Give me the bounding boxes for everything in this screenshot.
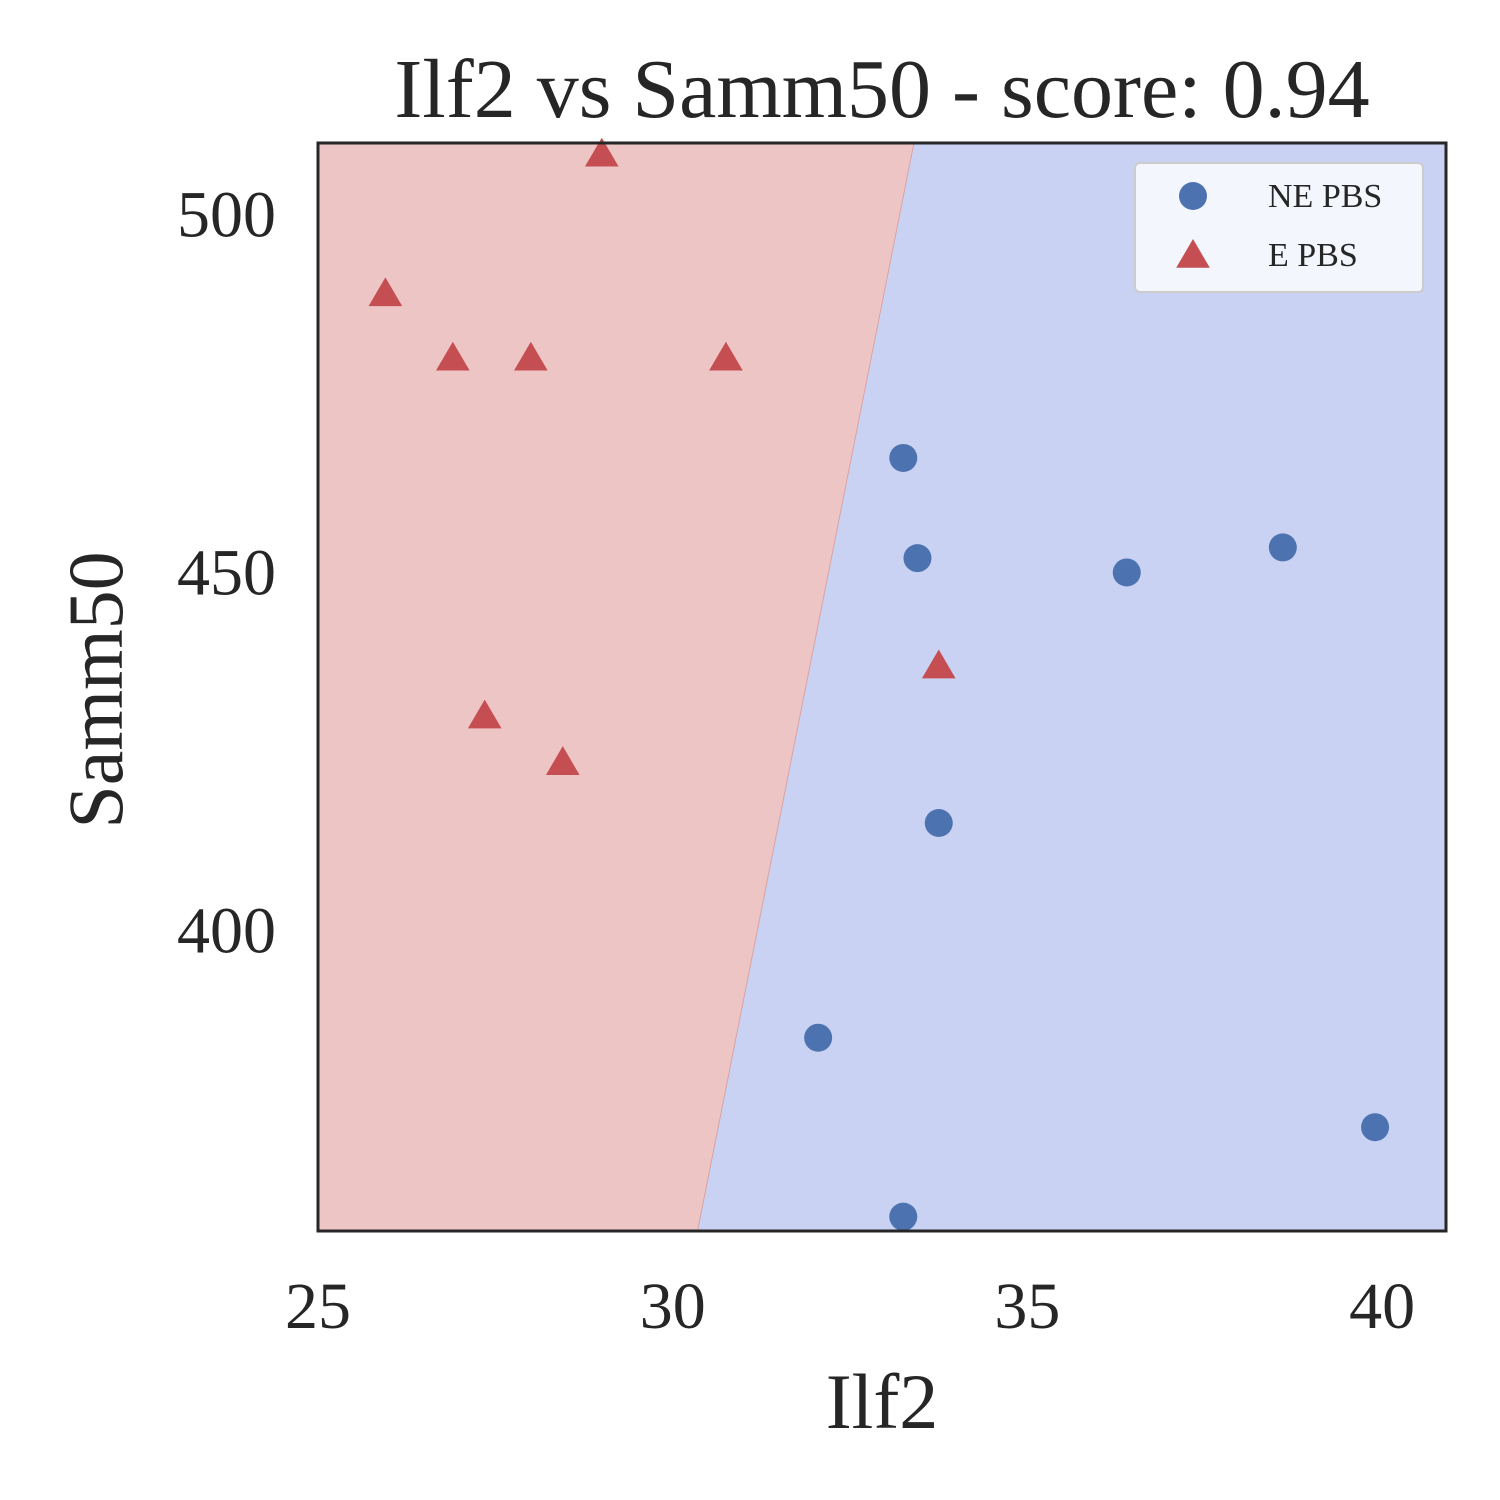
y-tick-label: 400 — [177, 894, 276, 967]
y-axis-label: Samm50 — [52, 551, 139, 828]
legend-label: NE PBS — [1268, 178, 1382, 215]
x-axis-label: Ilf2 — [826, 1358, 939, 1445]
decision-boundary-line — [697, 143, 915, 1231]
data-points — [368, 137, 1390, 1231]
legend-label: E PBS — [1268, 237, 1358, 274]
plot-frame — [316, 141, 1448, 1233]
x-tick-label: 30 — [640, 1270, 706, 1343]
legend-marker-ne-pbs — [1179, 182, 1207, 210]
point-ne-pbs — [1112, 558, 1141, 587]
x-axis-ticks: 25 30 35 40 — [285, 1270, 1415, 1343]
legend-box — [1134, 162, 1424, 293]
x-tick-label: 35 — [994, 1270, 1060, 1343]
region-e-pbs — [318, 143, 914, 1231]
point-e-pbs — [467, 699, 502, 729]
point-e-pbs — [368, 277, 403, 307]
point-e-pbs — [709, 341, 743, 371]
y-tick-label: 450 — [177, 536, 276, 609]
point-ne-pbs — [924, 809, 953, 837]
x-tick-label: 25 — [285, 1270, 351, 1343]
legend: NE PBS E PBS — [1134, 162, 1424, 293]
point-e-pbs — [435, 341, 470, 371]
decision-regions — [318, 143, 1446, 1231]
point-e-pbs — [584, 137, 619, 167]
x-tick-label: 40 — [1349, 1270, 1415, 1343]
legend-items: NE PBS E PBS — [1176, 178, 1382, 274]
y-tick-label: 500 — [177, 179, 276, 252]
point-e-pbs — [921, 649, 956, 679]
point-ne-pbs — [889, 1202, 918, 1231]
point-e-pbs — [545, 746, 580, 775]
point-ne-pbs — [889, 443, 918, 472]
point-ne-pbs — [903, 544, 932, 573]
point-e-pbs — [514, 341, 548, 371]
point-ne-pbs — [804, 1023, 833, 1052]
y-axis-ticks: 400 450 500 — [177, 179, 276, 968]
chart-title: Ilf2 vs Samm50 - score: 0.94 — [394, 43, 1369, 136]
region-ne-pbs — [697, 143, 1446, 1231]
point-ne-pbs — [1268, 533, 1297, 562]
point-ne-pbs — [1361, 1113, 1390, 1142]
legend-marker-e-pbs — [1176, 239, 1210, 268]
